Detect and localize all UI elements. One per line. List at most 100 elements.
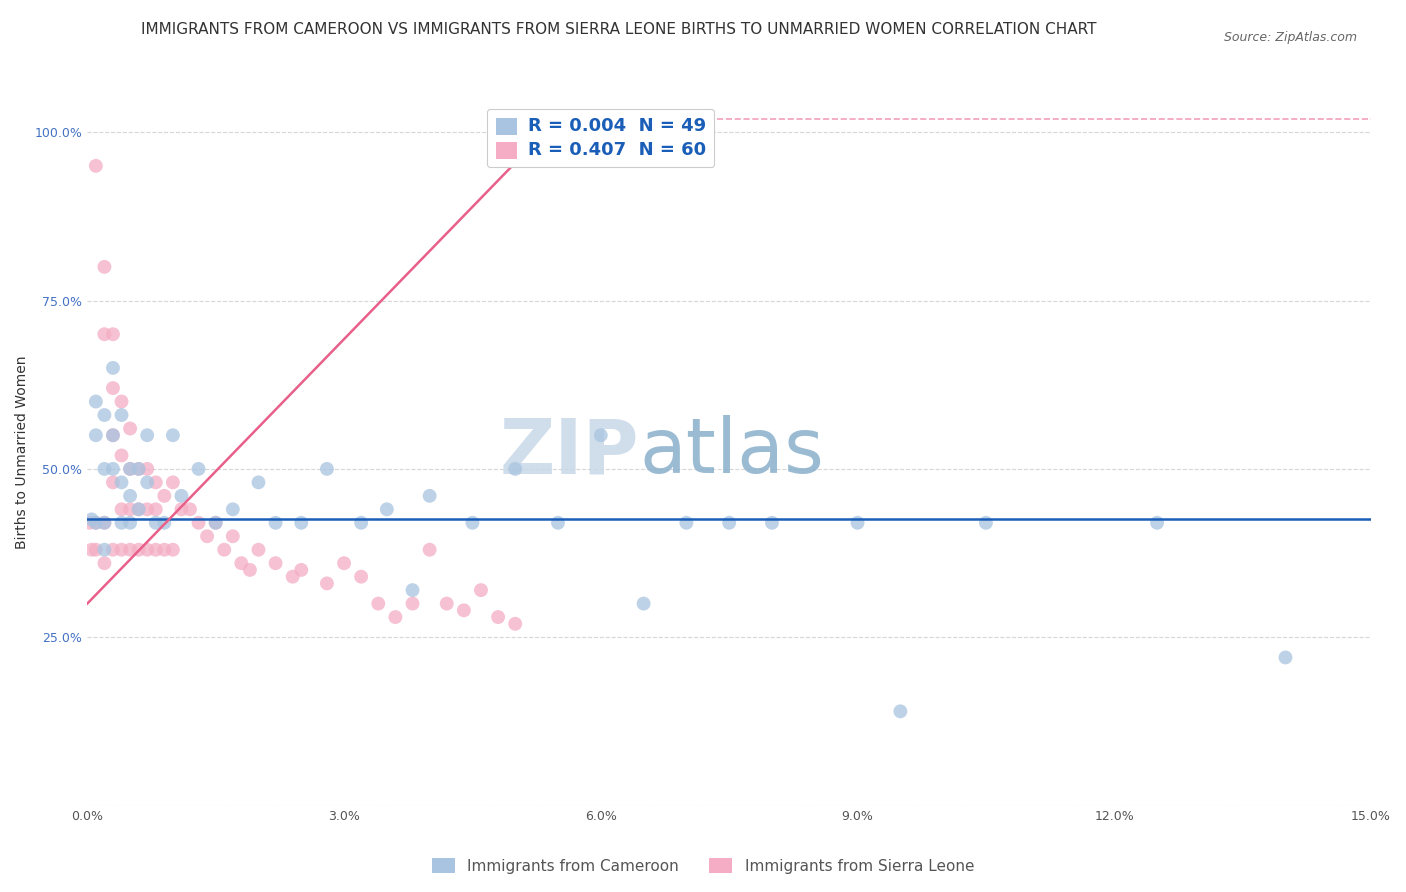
Point [110,449,132,463]
Point [84,428,107,442]
Point [93,516,115,530]
Point [110,516,132,530]
Point [84,542,107,557]
Point [128,502,150,516]
Point [80,512,103,526]
Point [761,516,783,530]
Point [162,542,184,557]
Point [120,516,142,530]
Point [101,428,124,442]
Point [170,489,193,503]
Point [84,516,107,530]
Point [436,597,458,611]
Text: atlas: atlas [640,415,824,489]
Point [145,502,167,516]
Point [316,462,339,476]
Point [110,475,132,490]
Point [136,502,159,516]
Point [264,516,287,530]
Point [633,597,655,611]
Point [204,516,226,530]
Point [212,542,235,557]
Point [419,489,441,503]
Point [101,360,124,375]
Legend: R = 0.004  N = 49, R = 0.407  N = 60: R = 0.004 N = 49, R = 0.407 N = 60 [488,109,714,167]
Point [145,516,167,530]
Point [162,475,184,490]
Point [846,516,869,530]
Point [503,462,526,476]
Point [239,563,262,577]
Point [179,502,201,516]
Point [145,542,167,557]
Point [153,489,176,503]
Point [93,408,115,422]
Point [316,576,339,591]
Point [84,159,107,173]
Point [231,556,253,570]
Point [110,394,132,409]
Point [889,704,911,718]
Point [974,516,997,530]
Point [101,542,124,557]
Point [136,542,159,557]
Point [93,542,115,557]
Point [120,542,142,557]
Point [80,542,103,557]
Point [486,610,509,624]
Point [1146,516,1168,530]
Point [401,583,423,598]
Point [170,502,193,516]
Point [281,569,304,583]
Point [128,542,150,557]
Point [333,556,356,570]
Point [461,516,484,530]
Point [120,421,142,435]
Point [110,542,132,557]
Point [153,542,176,557]
Point [290,563,312,577]
Point [264,556,287,570]
Point [401,597,423,611]
Point [101,327,124,342]
Point [470,583,492,598]
Point [290,516,312,530]
Point [153,516,176,530]
Text: Source: ZipAtlas.com: Source: ZipAtlas.com [1223,31,1357,45]
Point [136,428,159,442]
Point [93,327,115,342]
Point [110,408,132,422]
Point [93,516,115,530]
Point [101,381,124,395]
Point [384,610,406,624]
Point [93,260,115,274]
Point [453,603,475,617]
Point [247,542,270,557]
Point [547,516,569,530]
Point [120,462,142,476]
Point [1274,650,1296,665]
Point [101,475,124,490]
Text: IMMIGRANTS FROM CAMEROON VS IMMIGRANTS FROM SIERRA LEONE BIRTHS TO UNMARRIED WOM: IMMIGRANTS FROM CAMEROON VS IMMIGRANTS F… [141,22,1097,37]
Point [79,516,101,530]
Point [204,516,226,530]
Point [110,502,132,516]
Point [350,516,373,530]
Point [93,462,115,476]
Point [367,597,389,611]
Point [128,462,150,476]
Point [136,475,159,490]
Point [187,462,209,476]
Point [503,616,526,631]
Point [375,502,398,516]
Point [162,428,184,442]
Y-axis label: Births to Unmarried Women: Births to Unmarried Women [15,355,30,549]
Point [136,462,159,476]
Point [101,428,124,442]
Point [675,516,697,530]
Point [419,542,441,557]
Text: ZIP: ZIP [499,415,640,489]
Point [120,502,142,516]
Point [93,556,115,570]
Point [187,516,209,530]
